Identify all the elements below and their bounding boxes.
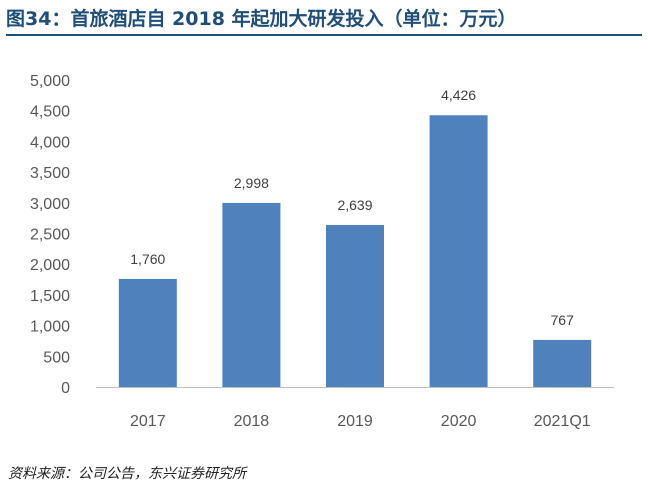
- data-label: 2,998: [234, 175, 269, 191]
- x-tick-label: 2020: [441, 413, 477, 430]
- bar-2019: [326, 224, 384, 387]
- data-labels: 1,760 2,998 2,639 4,426 767: [130, 87, 574, 328]
- y-tick-label: 4,500: [30, 104, 70, 121]
- y-tick-label: 500: [43, 349, 70, 366]
- x-tick-label: 2019: [337, 413, 373, 430]
- y-tick-label: 4,000: [30, 134, 70, 151]
- y-tick-label: 3,000: [30, 196, 70, 213]
- data-label: 767: [551, 312, 575, 328]
- bar-2020: [429, 115, 488, 388]
- data-label: 2,639: [337, 197, 372, 213]
- x-tick-label: 2021Q1: [534, 413, 591, 430]
- bar-2021q1: [533, 339, 592, 387]
- y-tick-label: 2,000: [30, 257, 70, 274]
- chart-title: 图34：首旅酒店自 2018 年起加大研发投入（单位：万元）: [6, 4, 642, 36]
- bars: [118, 115, 592, 388]
- bar-2017: [118, 278, 177, 387]
- y-tick-label: 1,500: [30, 288, 70, 305]
- bar-2018: [222, 202, 281, 387]
- data-label: 1,760: [130, 251, 165, 267]
- bar-chart: 0 500 1,000 1,500 2,000 2,500 3,000 3,500 4,000 4…: [30, 73, 614, 430]
- y-tick-label: 0: [61, 380, 70, 397]
- y-tick-label: 1,000: [30, 319, 70, 336]
- x-tick-label: 2018: [234, 413, 270, 430]
- y-tick-label: 2,500: [30, 227, 70, 244]
- x-tick-label: 2017: [130, 413, 166, 430]
- data-label: 4,426: [441, 87, 476, 103]
- y-tick-label: 5,000: [30, 73, 70, 90]
- source-note: 资料来源：公司公告，东兴证券研究所: [8, 466, 246, 482]
- y-axis: 0 500 1,000 1,500 2,000 2,500 3,000 3,500 4,000 4…: [30, 73, 70, 397]
- x-axis: 2017 2018 2019 2020 2021Q1: [96, 387, 614, 430]
- y-tick-label: 3,500: [30, 165, 70, 182]
